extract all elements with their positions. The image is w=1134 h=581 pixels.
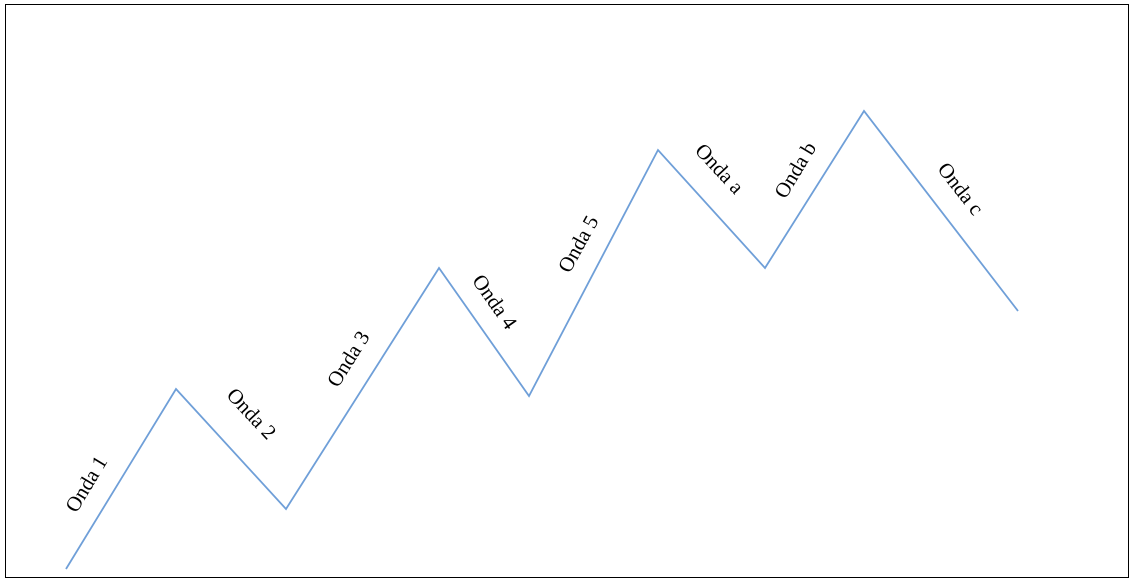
svg-text:Onda a: Onda a [690,138,749,199]
svg-text:Onda 2: Onda 2 [222,383,281,444]
wave-label-2: Onda 2 [222,383,281,444]
wave-path-line [65,109,1019,570]
diagram-frame [5,4,1129,578]
svg-text:Onda 4: Onda 4 [467,270,522,334]
wave-label-4: Onda 4 [467,270,522,334]
wave-label-a: Onda a [690,138,749,199]
